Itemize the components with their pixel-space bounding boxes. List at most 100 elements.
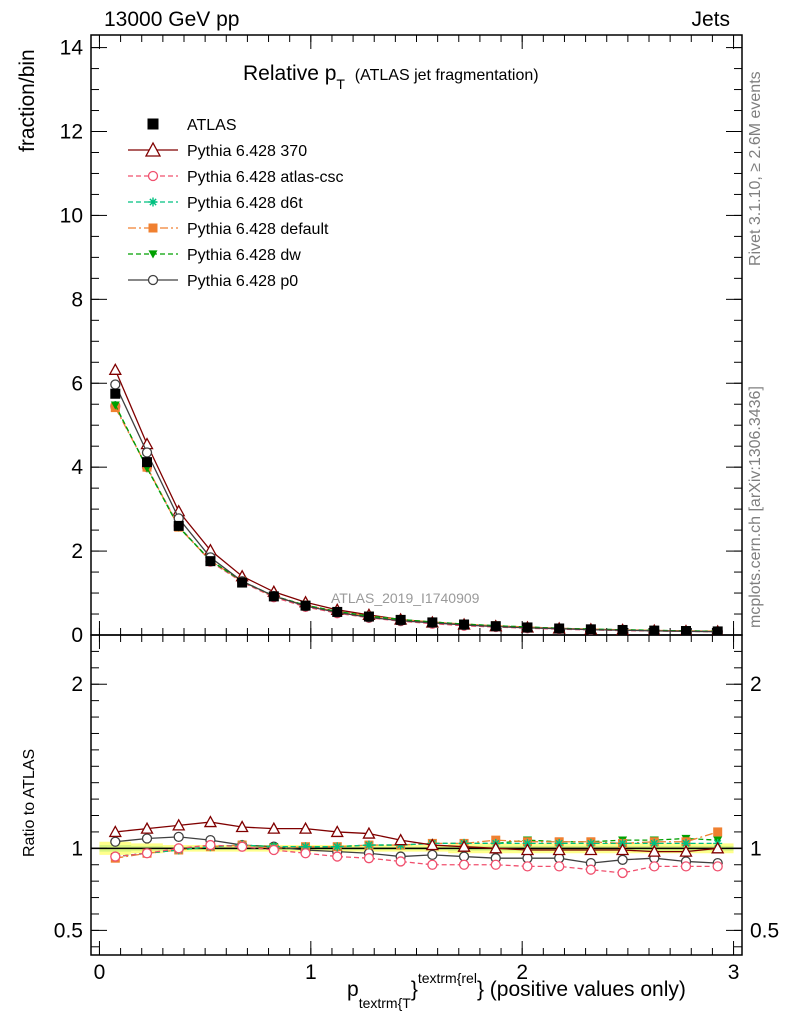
ratio-data-point: [617, 867, 628, 879]
legend-marker: [147, 118, 159, 130]
top-data-point: [110, 379, 121, 390]
legend-marker: [147, 170, 159, 182]
x-axis-label-tail: } (positive values only): [476, 978, 686, 1001]
top-data-point: [332, 606, 343, 617]
y-tick-label: 6: [71, 372, 83, 395]
top-series-line: [114, 384, 718, 633]
ratio-data-point: [458, 859, 470, 870]
legend-entry: Pythia 6.428 dw: [128, 247, 301, 264]
ratio-data-point: [110, 836, 121, 847]
legend-entry: ATLAS: [147, 117, 237, 134]
ratio-data-point: [205, 839, 216, 851]
ratio-data-point: [110, 851, 121, 862]
ratio-data-point: [522, 861, 533, 872]
header-jets: Jets: [691, 8, 730, 31]
rivet-version-label: Rivet 3.1.10, ≥ 2.6M events: [747, 71, 764, 266]
ratio-data-point: [554, 861, 565, 872]
y-tick-label: 2: [71, 540, 83, 563]
ratio-data-point: [520, 843, 535, 856]
legend-entry: Pythia 6.428 370: [128, 141, 307, 160]
legend-label: Pythia 6.428 d6t: [187, 195, 303, 212]
header-energy: 13000 GeV pp: [104, 8, 240, 31]
ratio-data-point: [552, 843, 566, 856]
ratio-data-point: [300, 848, 311, 859]
ratio-data-point: [268, 844, 279, 856]
ratio-data-point: [363, 853, 375, 864]
ratio-data-point: [584, 843, 598, 856]
ratio-data-point: [489, 841, 503, 854]
top-data-point: [108, 362, 122, 375]
chart-title-main: Relative p: [243, 62, 337, 85]
y-tick-label: 12: [60, 121, 83, 144]
top-data-point: [237, 577, 248, 588]
legend-label: Pythia 6.428 dw: [187, 247, 301, 264]
legend-label: Pythia 6.428 p0: [187, 273, 298, 290]
ratio-data-point: [140, 821, 154, 834]
y-tick-label: 8: [71, 288, 83, 311]
x-axis-label-sup: textrm{rel: [417, 970, 477, 986]
y-tick-label: 4: [71, 456, 83, 479]
x-axis-label-brace: }: [410, 978, 418, 1001]
chart-title-sub: T: [336, 76, 345, 92]
top-series-atlas: [110, 388, 723, 635]
y-tick-label: 14: [60, 37, 84, 60]
ratio-data-point: [585, 864, 597, 875]
top-data-point: [459, 619, 470, 630]
ratio-data-point: [267, 821, 281, 834]
legend-label: Pythia 6.428 370: [187, 143, 307, 160]
legend-label: Pythia 6.428 atlas-csc: [187, 169, 344, 186]
ratio-data-point: [711, 841, 725, 854]
ratio-data-point: [301, 842, 311, 852]
ratio-series-line: [115, 821, 718, 853]
top-data-point: [110, 401, 120, 410]
x-tick-label: 3: [728, 961, 740, 984]
ratio-series-line: [115, 836, 718, 864]
ratio-data-point: [173, 843, 184, 854]
ratio-data-point: [679, 844, 693, 857]
top-data-point: [363, 611, 374, 622]
legend-entry: Pythia 6.428 d6t: [128, 195, 303, 212]
ratio-data-point: [173, 831, 184, 842]
top-data-point: [649, 625, 660, 635]
top-data-point: [141, 447, 153, 458]
x-tick-label: 2: [516, 961, 528, 984]
ratio-data-point: [649, 861, 660, 872]
ratio-data-point: [364, 840, 374, 850]
ratio-data-point: [332, 851, 343, 862]
ratio-data-point: [490, 859, 501, 870]
ratio-series-pythia-6-428-370: [108, 815, 725, 857]
x-tick-label: 0: [94, 961, 106, 984]
ratio-data-point: [649, 838, 659, 848]
ratio-data-point: [235, 820, 249, 833]
ratio-data-point: [298, 821, 313, 834]
mcplots-label: mcplots.cern.ch [arXiv:1306.3436]: [747, 386, 764, 628]
top-data-point: [110, 388, 121, 399]
top-panel-series: [108, 362, 724, 635]
ratio-y-tick-label-right: 2: [750, 673, 762, 696]
y-axis-label-ratio: Ratio to ATLAS: [21, 748, 38, 857]
top-data-point: [205, 556, 216, 567]
ratio-data-point: [713, 827, 723, 837]
ratio-y-tick-label-right: 1: [750, 837, 762, 860]
top-data-point: [522, 622, 533, 633]
legend-marker: [148, 250, 158, 259]
y-tick-label: 10: [60, 204, 83, 227]
ratio-data-point: [647, 844, 661, 857]
y-tick-label: 0: [71, 624, 83, 647]
ratio-data-point: [141, 848, 153, 859]
x-tick-label: 1: [305, 961, 317, 984]
chart-title-paren: (ATLAS jet fragmentation): [354, 67, 539, 84]
x-axis-label-main: p: [347, 978, 359, 1001]
ratio-data-point: [681, 838, 691, 848]
top-data-point: [142, 457, 153, 468]
top-data-point: [617, 624, 628, 635]
top-series-line: [114, 407, 718, 632]
x-axis-label-sub: textrm{T: [358, 995, 411, 1011]
legend-marker: [144, 141, 162, 157]
ratio-data-point: [617, 854, 628, 865]
ratio-data-point: [141, 833, 153, 844]
ratio-y-tick-label: 2: [71, 673, 83, 696]
top-data-point: [585, 624, 596, 635]
